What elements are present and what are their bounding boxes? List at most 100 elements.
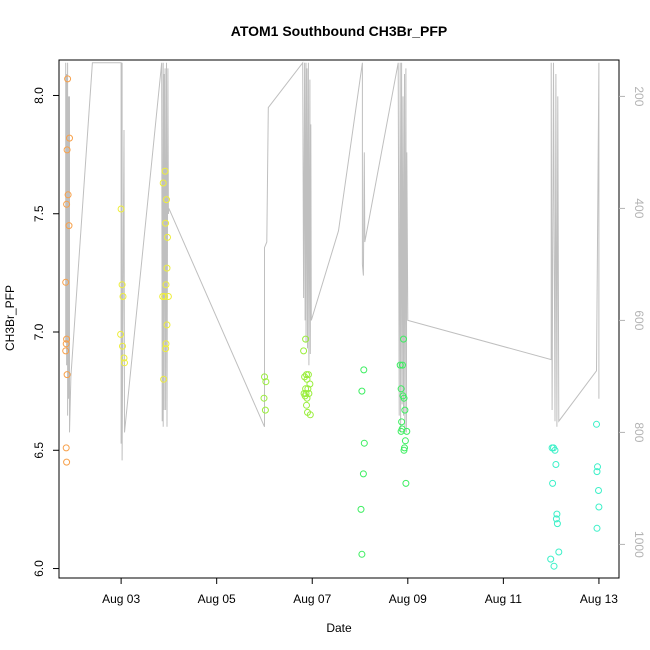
point-s0-8 bbox=[62, 340, 70, 348]
point-s2-17 bbox=[303, 394, 311, 402]
point-s3-16 bbox=[403, 427, 411, 435]
x-tick-label: Aug 07 bbox=[293, 592, 331, 606]
point-s1-10 bbox=[162, 219, 170, 227]
point-s4-11 bbox=[593, 420, 600, 428]
x-tick-label: Aug 11 bbox=[485, 592, 522, 606]
right-tick-label: 1000 bbox=[632, 531, 646, 558]
point-s0-5 bbox=[65, 222, 73, 230]
point-s2-15 bbox=[305, 390, 313, 397]
point-s1-16 bbox=[164, 293, 172, 300]
point-s2-7 bbox=[301, 373, 309, 381]
point-s2-6 bbox=[303, 371, 310, 379]
point-s1-7 bbox=[159, 179, 167, 187]
point-s1-12 bbox=[163, 264, 171, 272]
point-s3-3 bbox=[359, 470, 367, 478]
point-s1-0 bbox=[117, 205, 125, 213]
point-s1-19 bbox=[162, 345, 170, 353]
point-s2-2 bbox=[260, 394, 268, 402]
y-tick-label: 7.0 bbox=[32, 323, 46, 340]
point-s1-9 bbox=[163, 196, 170, 204]
point-s4-8 bbox=[555, 548, 563, 556]
data-points-layer bbox=[62, 75, 603, 570]
altitude-line-layer bbox=[65, 61, 600, 461]
point-s2-12 bbox=[304, 385, 312, 393]
point-s2-18 bbox=[303, 401, 310, 409]
x-axis: Aug 03 Aug 05 Aug 07 Aug 09 Aug 11 Aug 13 bbox=[102, 578, 618, 606]
x-tick-label: Aug 13 bbox=[580, 592, 618, 606]
point-s4-4 bbox=[549, 479, 557, 487]
point-s1-17 bbox=[163, 321, 171, 329]
point-s1-2 bbox=[119, 293, 127, 300]
y-tick-label: 6.5 bbox=[32, 442, 46, 459]
point-s3-11 bbox=[400, 394, 408, 402]
point-s3-17 bbox=[401, 437, 409, 445]
right-tick-label: 200 bbox=[632, 86, 646, 106]
point-s3-5 bbox=[358, 550, 366, 558]
point-s0-7 bbox=[63, 335, 71, 343]
point-s3-9 bbox=[397, 385, 405, 393]
point-s2-11 bbox=[302, 385, 310, 393]
point-s4-7 bbox=[553, 520, 561, 528]
y-tick-label: 6.0 bbox=[32, 560, 46, 577]
point-s4-16 bbox=[593, 524, 601, 532]
point-s1-8 bbox=[161, 167, 169, 175]
point-s4-14 bbox=[595, 487, 602, 494]
point-s1-5 bbox=[120, 354, 128, 362]
point-s4-5 bbox=[553, 510, 561, 518]
point-s1-1 bbox=[118, 281, 126, 289]
point-s0-11 bbox=[62, 444, 70, 452]
point-s2-1 bbox=[262, 378, 270, 386]
point-s3-4 bbox=[357, 505, 365, 513]
point-s2-20 bbox=[306, 411, 314, 419]
point-s0-6 bbox=[62, 278, 70, 286]
point-s2-5 bbox=[302, 335, 310, 343]
point-s3-13 bbox=[398, 418, 406, 426]
point-s4-10 bbox=[550, 562, 558, 570]
y-tick-label: 7.5 bbox=[32, 205, 46, 222]
altitude-trace bbox=[65, 61, 600, 461]
y-axis-label: CH3Br_PFP bbox=[3, 285, 17, 351]
right-axis: 200 400 600 800 1000 bbox=[619, 86, 646, 558]
point-s1-13 bbox=[162, 281, 170, 289]
point-s2-4 bbox=[300, 347, 308, 355]
x-tick-label: Aug 09 bbox=[389, 592, 427, 606]
point-s4-12 bbox=[594, 463, 601, 471]
point-s3-7 bbox=[399, 361, 406, 369]
x-axis-label: Date bbox=[326, 621, 352, 635]
x-tick-label: Aug 03 bbox=[102, 592, 140, 606]
point-s1-6 bbox=[121, 359, 128, 367]
point-s4-6 bbox=[552, 515, 560, 523]
point-s3-19 bbox=[400, 446, 408, 454]
point-s2-0 bbox=[261, 373, 268, 381]
point-s0-2 bbox=[66, 134, 73, 142]
point-s0-10 bbox=[63, 371, 71, 379]
point-s4-15 bbox=[595, 503, 603, 511]
point-s2-16 bbox=[301, 392, 309, 400]
point-s0-1 bbox=[63, 146, 71, 154]
point-s0-3 bbox=[64, 191, 72, 199]
point-s0-9 bbox=[62, 347, 70, 355]
point-s4-3 bbox=[552, 461, 560, 468]
point-s3-20 bbox=[402, 479, 410, 487]
right-tick-label: 400 bbox=[632, 198, 646, 218]
x-tick-label: Aug 05 bbox=[198, 592, 236, 606]
point-s1-3 bbox=[117, 330, 125, 338]
point-s3-0 bbox=[358, 387, 366, 395]
point-s0-12 bbox=[63, 458, 71, 466]
y-axis: 6.0 6.5 7.0 7.5 8.0 bbox=[32, 87, 59, 577]
point-s3-8 bbox=[400, 335, 407, 343]
point-s1-4 bbox=[119, 342, 126, 350]
point-s4-2 bbox=[551, 446, 559, 454]
point-s3-1 bbox=[360, 366, 368, 374]
point-s0-4 bbox=[63, 200, 71, 208]
chart-title: ATOM1 Southbound CH3Br_PFP bbox=[231, 23, 447, 39]
point-s0-0 bbox=[64, 75, 72, 83]
point-s3-6 bbox=[396, 361, 404, 369]
point-s3-12 bbox=[401, 406, 409, 414]
point-s1-11 bbox=[164, 233, 171, 241]
point-s2-8 bbox=[304, 371, 312, 379]
y-tick-label: 8.0 bbox=[32, 87, 46, 104]
point-s1-20 bbox=[160, 375, 168, 383]
point-s1-15 bbox=[161, 293, 169, 300]
